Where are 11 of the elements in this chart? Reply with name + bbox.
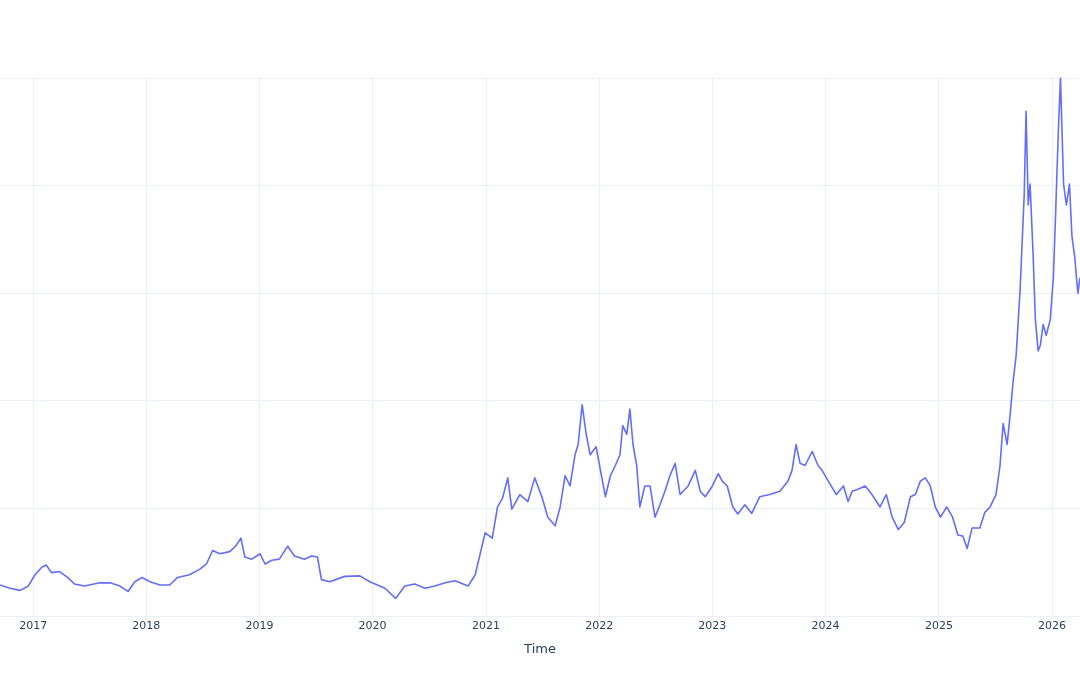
x-tick-label: 2024 [811, 618, 840, 632]
x-tick-label: 2023 [698, 618, 727, 632]
x-tick-label: 2018 [132, 618, 161, 632]
x-tick-label: 2022 [585, 618, 614, 632]
x-tick-label: 2017 [19, 618, 48, 632]
x-tick-label: 2019 [245, 618, 274, 632]
x-tick-label: 2020 [358, 618, 387, 632]
x-tick-label: 2021 [472, 618, 501, 632]
x-tick-label: 2025 [924, 618, 953, 632]
x-axis-title: Time [523, 640, 556, 656]
x-tick-label: 2026 [1038, 618, 1067, 632]
